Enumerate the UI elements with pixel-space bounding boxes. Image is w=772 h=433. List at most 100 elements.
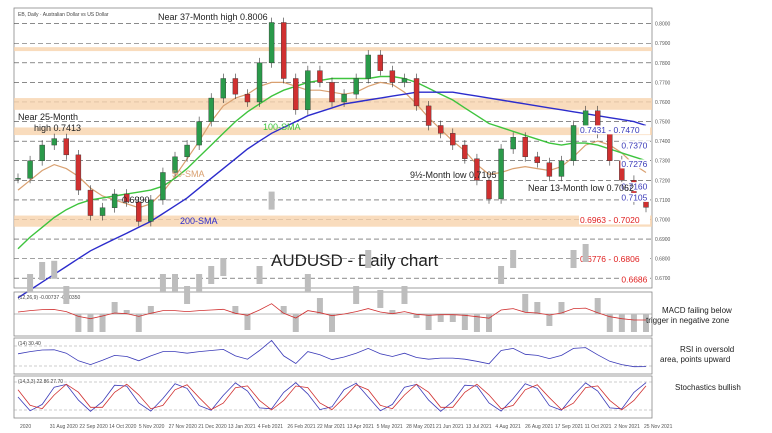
price-tick-label: 0.8000: [655, 22, 671, 28]
x-tick-label: 13 Jul 2021: [466, 424, 492, 430]
candle-body: [305, 70, 311, 111]
level-label-bg: [620, 182, 650, 192]
macd-histogram-bar: [135, 314, 142, 332]
x-tick-label: 28 May 2021: [406, 424, 435, 430]
macd-histogram-bar: [582, 244, 589, 262]
candle-body: [546, 162, 553, 177]
stochastics-series: [14, 381, 652, 412]
macd-histogram-bar: [630, 314, 637, 332]
x-tick-label: 2 Nov 2021: [614, 424, 640, 430]
level-label-bg: [579, 125, 650, 135]
macd-histogram-bar: [606, 314, 613, 332]
candle-body: [196, 121, 202, 146]
candle-body: [474, 158, 480, 181]
x-tick-label: 11 Oct 2021: [585, 424, 612, 430]
candle-body: [148, 199, 154, 222]
macd-histogram-bar: [316, 298, 323, 314]
annotation-9m-low: 9½-Month low 0.7105: [410, 170, 497, 180]
rsi-line: [17, 339, 647, 368]
x-tick-label: 27 Nov 2020: [169, 424, 198, 430]
rsi-note-line1: RSI in oversold: [680, 345, 734, 354]
macd-histogram-bar: [184, 286, 191, 304]
x-tick-label: 5 May 2021: [377, 424, 403, 430]
candle-body: [486, 180, 492, 200]
macd-histogram-bar: [425, 314, 432, 330]
macd-histogram-bar: [643, 314, 649, 332]
price-tick-label: 0.7000: [655, 217, 671, 223]
macd-histogram-bar: [498, 266, 505, 284]
macd-histogram-bar: [99, 314, 106, 332]
macd-histogram-bar: [401, 286, 408, 304]
candle-body: [244, 93, 251, 103]
macd-histogram-bar: [208, 266, 215, 284]
candle-body: [317, 70, 323, 83]
chart-header: EB, Daily · Australian Dollar vs US Doll…: [18, 12, 109, 18]
candle-body: [220, 78, 227, 99]
x-tick-label: 4 Aug 2021: [495, 424, 521, 430]
macd-histogram-bar: [570, 250, 577, 268]
price-tick-label: 0.7800: [655, 61, 671, 67]
macd-histogram-bar: [51, 260, 58, 279]
candle-body: [39, 144, 45, 161]
annotation-25m-high-line2: high 0.7413: [34, 123, 81, 133]
candle-body: [353, 78, 359, 95]
annotation-13m-low: Near 13-Month low 0.7062: [528, 183, 634, 193]
candle-body: [510, 137, 516, 150]
macd-histogram-bar: [159, 274, 166, 292]
price-tick-label: 0.7200: [655, 178, 671, 184]
macd-histogram-bar: [594, 298, 601, 314]
candle-body: [75, 154, 82, 191]
annotation-200-sma: 200-SMA: [180, 216, 218, 226]
level-label: 0.6686: [621, 274, 647, 284]
macd-histogram-bar: [63, 286, 70, 304]
price-axis-ticks: 0.6700 0.6800 0.6900 0.7000 0.7100 0.7200 0.73…: [655, 22, 671, 283]
macd-histogram-bar: [280, 306, 287, 314]
price-tick-label: 0.7900: [655, 41, 671, 47]
macd-histogram-bar: [196, 274, 203, 292]
price-tick-label: 0.7700: [655, 80, 671, 86]
level-label-bg: [620, 141, 650, 151]
x-tick-label: 5 Nov 2020: [139, 424, 165, 430]
macd-histogram-bar: [389, 310, 396, 314]
candle-body: [462, 144, 468, 159]
macd-histogram-bar: [87, 314, 94, 332]
macd-histogram-bar: [329, 314, 335, 332]
macd-histogram-bar: [365, 250, 372, 268]
candle-body: [256, 62, 263, 103]
candle-body: [293, 78, 299, 111]
macd-histogram-bar: [510, 250, 517, 268]
macd-histogram-bar: [522, 294, 529, 312]
x-tick-label: 4 Feb 2021: [258, 424, 284, 430]
macd-histogram-bar: [268, 191, 275, 210]
candle-body: [99, 207, 106, 216]
macd-histogram-bar: [546, 314, 553, 326]
x-tick-label: 25 Nov 2021: [644, 424, 673, 430]
macd-histogram-bar: [473, 314, 480, 332]
rsi-note-line2: area, points upward: [660, 355, 730, 364]
macd-histogram-bar: [413, 314, 420, 318]
annotation-37m-high: Near 37-Month high 0.8006: [158, 12, 268, 22]
price-zone: [14, 215, 652, 227]
candle-body: [498, 148, 504, 200]
macd-histogram-bar: [123, 310, 130, 314]
level-label: 0.7160: [621, 182, 647, 192]
candle-body: [208, 97, 214, 122]
rsi-header: (14) 30.40: [18, 341, 41, 347]
level-label: 0.6776 - 0.6806: [580, 254, 640, 264]
macd-histogram-bar: [39, 262, 46, 280]
candle-body: [377, 54, 384, 71]
macd-histogram-bar: [437, 314, 444, 322]
price-zone: [14, 47, 652, 52]
stochastics-note: Stochastics bullish: [675, 383, 741, 392]
macd-histogram-bar: [486, 314, 492, 332]
candle-body: [15, 178, 21, 180]
x-tick-label: 21 Dec 2020: [198, 424, 227, 430]
candle-body: [51, 138, 57, 146]
macd-histogram-bar: [558, 302, 565, 314]
candle-body: [570, 125, 577, 161]
x-tick-label: 17 Sep 2021: [555, 424, 584, 430]
candle-body: [582, 110, 589, 126]
x-tick-label: 26 Feb 2021: [287, 424, 315, 430]
stochastics-d-line: [17, 383, 647, 411]
